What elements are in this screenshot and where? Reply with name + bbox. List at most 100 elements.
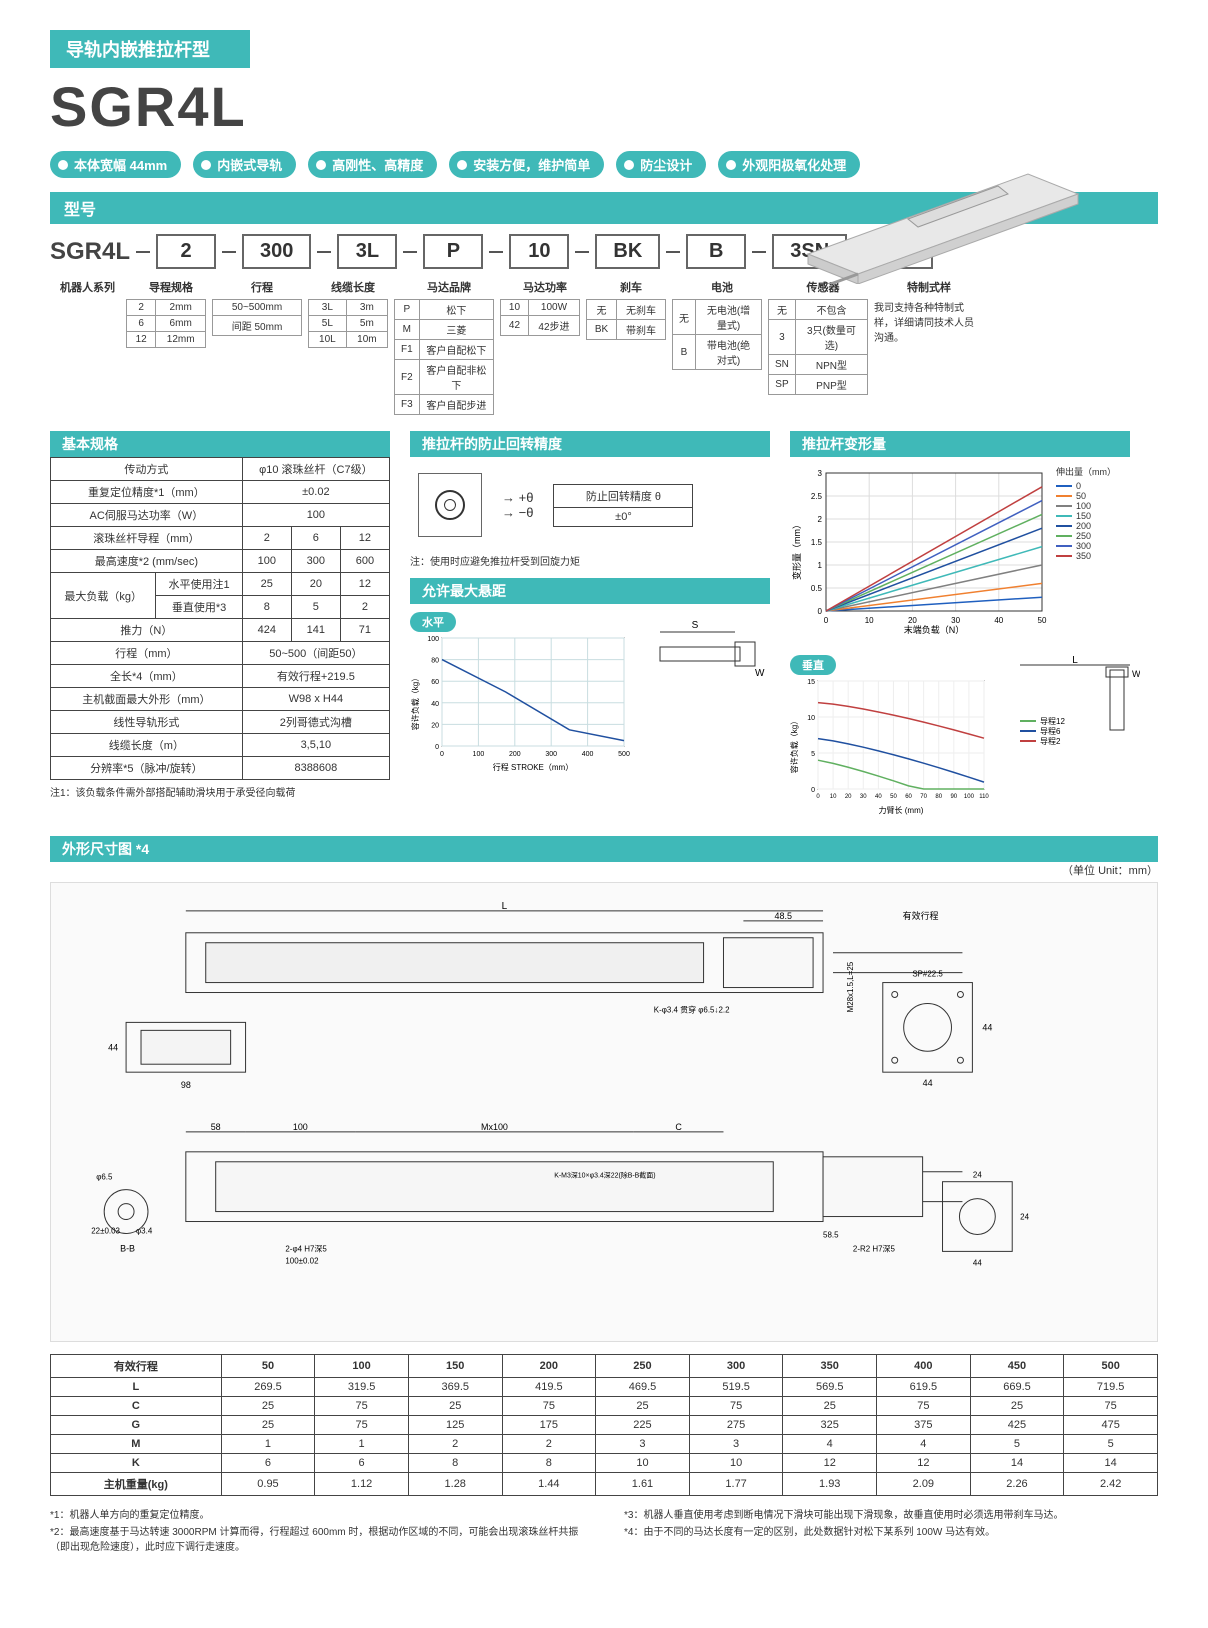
svg-text:B-B: B-B bbox=[120, 1243, 135, 1253]
column-label: 马达功率 bbox=[505, 279, 585, 295]
svg-text:10: 10 bbox=[807, 715, 815, 722]
deform-chart: 00.511.522.5301020304050变形量（mm）末端负载（N） bbox=[790, 465, 1050, 635]
feature-pill: 内嵌式导轨 bbox=[193, 151, 296, 178]
svg-text:70: 70 bbox=[920, 794, 927, 800]
svg-text:0: 0 bbox=[440, 751, 444, 758]
spec-table: 传动方式φ10 滚珠丝杆（C7级）重复定位精度*1（mm）±0.02AC伺服马达… bbox=[50, 457, 390, 780]
svg-text:24: 24 bbox=[973, 1171, 982, 1180]
svg-text:58.5: 58.5 bbox=[823, 1230, 839, 1239]
overhang-header: 允许最大悬距 bbox=[410, 578, 770, 604]
rotation-header: 推拉杆的防止回转精度 bbox=[410, 431, 770, 457]
rotation-diagram: → +θ → −θ 防止回转精度 θ ±0° bbox=[410, 457, 770, 553]
svg-text:40: 40 bbox=[994, 616, 1003, 625]
svg-text:100: 100 bbox=[964, 794, 975, 800]
specs-header: 基本规格 bbox=[50, 431, 390, 457]
model-box: BK bbox=[595, 234, 660, 269]
svg-text:100±0.02: 100±0.02 bbox=[285, 1256, 319, 1265]
svg-text:20: 20 bbox=[908, 616, 917, 625]
dim-header: 外形尺寸图 *4 bbox=[50, 836, 1158, 862]
svg-text:M28x1.5,L=25: M28x1.5,L=25 bbox=[846, 961, 855, 1012]
dimension-table: 有效行程50100150200250300350400450500L269.53… bbox=[50, 1354, 1158, 1496]
svg-text:80: 80 bbox=[431, 658, 439, 665]
svg-text:0: 0 bbox=[824, 616, 829, 625]
svg-text:60: 60 bbox=[905, 794, 912, 800]
svg-text:110: 110 bbox=[979, 794, 989, 800]
svg-text:0: 0 bbox=[435, 744, 439, 751]
svg-text:0: 0 bbox=[811, 787, 815, 794]
svg-text:变形量（mm）: 变形量（mm） bbox=[791, 520, 802, 580]
svg-text:100: 100 bbox=[473, 751, 485, 758]
column-label: 线缆长度 bbox=[313, 279, 393, 295]
rotation-note: 注：使用时应避免推拉杆受到回旋力矩 bbox=[410, 553, 770, 568]
svg-text:44: 44 bbox=[108, 1042, 118, 1052]
svg-text:24: 24 bbox=[1020, 1213, 1029, 1222]
feature-pill: 防尘设计 bbox=[616, 151, 706, 178]
svg-text:行程 STROKE（mm）: 行程 STROKE（mm） bbox=[493, 762, 573, 772]
svg-text:Mx100: Mx100 bbox=[481, 1122, 508, 1132]
svg-text:有效行程: 有效行程 bbox=[903, 910, 939, 921]
model-box: P bbox=[423, 234, 483, 269]
svg-text:导程12: 导程12 bbox=[1040, 717, 1065, 726]
svg-text:0: 0 bbox=[816, 794, 820, 800]
column-label: 导程规格 bbox=[131, 279, 211, 295]
svg-text:22±0.03: 22±0.03 bbox=[91, 1226, 120, 1235]
deform-header: 推拉杆变形量 bbox=[790, 431, 1130, 457]
model-box: 10 bbox=[509, 234, 569, 269]
feature-pill: 本体宽幅 44mm bbox=[50, 151, 181, 178]
model-box: B bbox=[686, 234, 746, 269]
svg-text:φ6.5: φ6.5 bbox=[96, 1173, 113, 1182]
svg-text:2-φ4 H7深5: 2-φ4 H7深5 bbox=[285, 1244, 327, 1253]
svg-text:300: 300 bbox=[545, 751, 557, 758]
svg-text:力臂长 (mm): 力臂长 (mm) bbox=[879, 805, 924, 815]
spec-note1: 注1：该负载条件需外部搭配辅助滑块用于承受径向载荷 bbox=[50, 784, 390, 799]
svg-text:400: 400 bbox=[582, 751, 594, 758]
svg-text:末端负载（N）: 末端负载（N） bbox=[904, 624, 965, 635]
svg-text:44: 44 bbox=[923, 1078, 933, 1088]
svg-text:0.5: 0.5 bbox=[811, 584, 823, 593]
svg-text:100: 100 bbox=[427, 636, 439, 643]
svg-text:容许负载（kg）: 容许负载（kg） bbox=[790, 717, 799, 773]
svg-text:30: 30 bbox=[860, 794, 867, 800]
dimension-drawing: L 48.5 有效行程 K-φ3.4 贯穿 φ6.5↓2.2 44 98 SP#… bbox=[50, 882, 1158, 1342]
svg-text:48.5: 48.5 bbox=[774, 911, 791, 921]
svg-text:80: 80 bbox=[935, 794, 942, 800]
svg-text:K-φ3.4 贯穿 φ6.5↓2.2: K-φ3.4 贯穿 φ6.5↓2.2 bbox=[654, 1004, 730, 1014]
svg-text:60: 60 bbox=[431, 679, 439, 686]
column-label: 马达品牌 bbox=[399, 279, 499, 295]
page-title-bar: 导轨内嵌推拉杆型 bbox=[50, 30, 250, 68]
footnotes: *1：机器人单方向的重复定位精度。*2：最高速度基于马达转速 3000RPM 计… bbox=[50, 1506, 1158, 1555]
svg-text:40: 40 bbox=[875, 794, 882, 800]
horiz-diagram: S W bbox=[650, 612, 770, 692]
svg-text:C: C bbox=[675, 1122, 682, 1132]
svg-text:58: 58 bbox=[211, 1122, 221, 1132]
deform-legend: 伸出量（mm）050100150200250300350 bbox=[1056, 465, 1116, 635]
svg-text:200: 200 bbox=[509, 751, 521, 758]
model-box: 300 bbox=[242, 234, 311, 269]
svg-text:10: 10 bbox=[830, 794, 837, 800]
svg-text:10: 10 bbox=[865, 616, 874, 625]
svg-text:3: 3 bbox=[818, 469, 823, 478]
svg-text:1.5: 1.5 bbox=[811, 538, 823, 547]
svg-text:容许负载（kg）: 容许负载（kg） bbox=[410, 674, 420, 730]
svg-text:1: 1 bbox=[818, 561, 823, 570]
svg-text:30: 30 bbox=[951, 616, 960, 625]
svg-text:W: W bbox=[755, 668, 765, 679]
svg-text:L: L bbox=[1072, 655, 1078, 666]
vert-diagram: L W 导程2导程6导程12 bbox=[1010, 655, 1140, 755]
svg-text:15: 15 bbox=[807, 679, 815, 686]
unit-note: （单位 Unit：mm） bbox=[50, 862, 1158, 878]
svg-text:50: 50 bbox=[1038, 616, 1047, 625]
svg-text:0: 0 bbox=[818, 607, 823, 616]
svg-text:SP#22.5: SP#22.5 bbox=[912, 970, 943, 979]
svg-text:20: 20 bbox=[845, 794, 852, 800]
column-label: 刹车 bbox=[591, 279, 671, 295]
svg-text:导程6: 导程6 bbox=[1040, 727, 1061, 736]
svg-text:L: L bbox=[502, 901, 508, 912]
svg-text:S: S bbox=[692, 620, 699, 631]
svg-text:W: W bbox=[1132, 669, 1140, 679]
horiz-pill: 水平 bbox=[410, 612, 456, 632]
svg-text:90: 90 bbox=[950, 794, 957, 800]
option-tables: 22mm66mm1212mm50~500mm间距 50mm3L3m5L5m10L… bbox=[50, 299, 1158, 415]
svg-text:500: 500 bbox=[618, 751, 630, 758]
horiz-chart: 0100200300400500020406080100容许负载（kg）行程 S… bbox=[410, 632, 630, 772]
